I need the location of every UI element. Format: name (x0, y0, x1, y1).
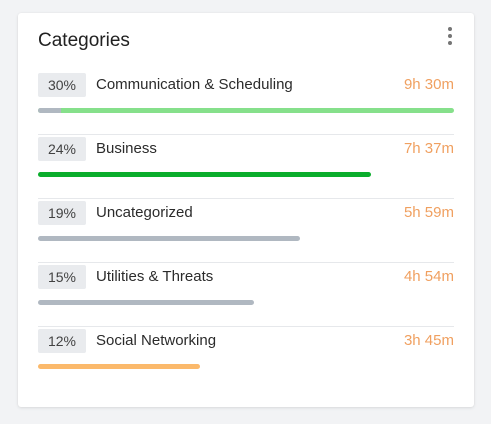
category-row-business[interactable]: 24% Business 7h 37m (38, 135, 454, 199)
time-spent: 9h 30m (403, 76, 454, 93)
usage-bar-track (38, 236, 454, 241)
card-title: Categories (38, 30, 130, 51)
category-row-social-networking[interactable]: 12% Social Networking 3h 45m (38, 327, 454, 391)
usage-bar-track (38, 108, 454, 113)
categories-card: Categories 30% Communication & Schedulin… (18, 13, 474, 407)
time-spent: 4h 54m (403, 268, 454, 285)
usage-bar-track (38, 172, 454, 177)
time-spent: 5h 59m (403, 204, 454, 221)
percent-badge: 24% (38, 137, 86, 161)
usage-bar (38, 300, 255, 305)
category-row-utilities-threats[interactable]: 15% Utilities & Threats 4h 54m (38, 263, 454, 327)
category-row-communication-scheduling[interactable]: 30% Communication & Scheduling 9h 30m (38, 71, 454, 135)
percent-badge: 15% (38, 265, 86, 289)
percent-badge: 30% (38, 73, 86, 97)
usage-bar (38, 364, 201, 369)
usage-bar-track (38, 300, 454, 305)
category-row-uncategorized[interactable]: 19% Uncategorized 5h 59m (38, 199, 454, 263)
category-name: Communication & Scheduling (96, 76, 293, 93)
category-list: 30% Communication & Scheduling 9h 30m 24… (38, 71, 454, 391)
more-vertical-icon[interactable] (442, 25, 458, 47)
category-name: Social Networking (96, 332, 217, 349)
usage-bar-muted-segment (38, 108, 61, 113)
category-name: Uncategorized (96, 204, 193, 221)
usage-bar (38, 172, 371, 177)
usage-bar (38, 108, 454, 113)
time-spent: 7h 37m (403, 140, 454, 157)
category-name: Utilities & Threats (96, 268, 214, 285)
time-spent: 3h 45m (403, 332, 454, 349)
percent-badge: 19% (38, 201, 86, 225)
usage-bar (38, 236, 301, 241)
category-name: Business (96, 140, 157, 157)
usage-bar-track (38, 364, 454, 369)
percent-badge: 12% (38, 329, 86, 353)
